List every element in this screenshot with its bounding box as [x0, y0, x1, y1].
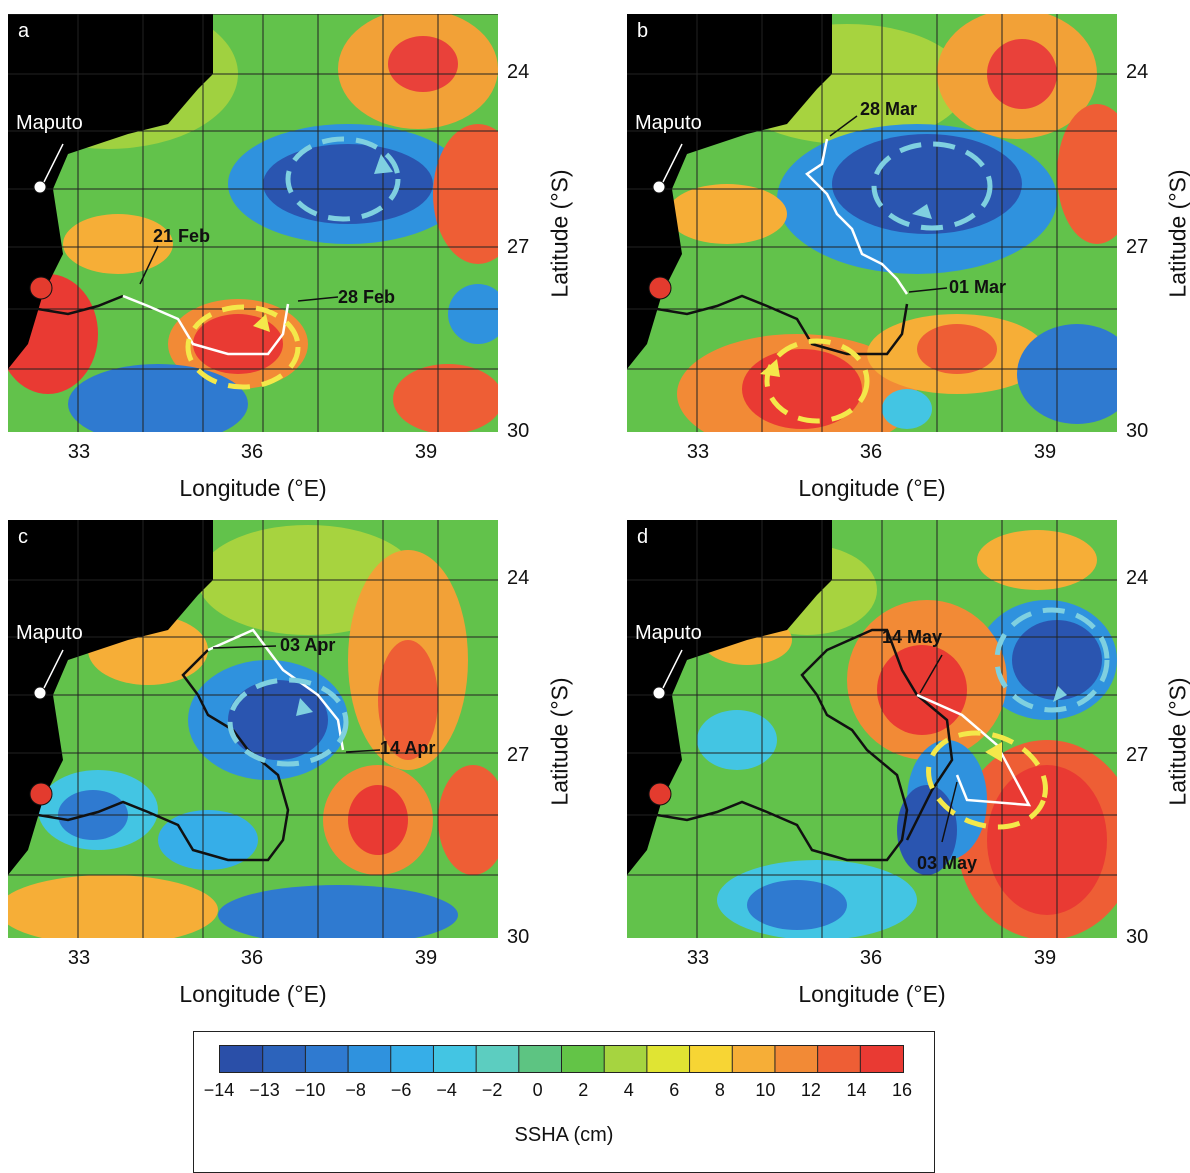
colorbar-tick: −8	[334, 1080, 378, 1101]
colorbar-tick: −10	[288, 1080, 332, 1101]
y-tick: 27	[507, 744, 529, 767]
colorbar-swatch	[647, 1046, 690, 1072]
colorbar-swatch	[348, 1046, 391, 1072]
y-axis-label: Latitude (°S)	[1165, 114, 1190, 354]
colorbar-tick: 12	[789, 1080, 833, 1101]
colorbar-swatch	[562, 1046, 605, 1072]
colorbar-swatch	[818, 1046, 861, 1072]
y-axis-label: Latitude (°S)	[1165, 622, 1190, 862]
x-axis-label: Longitude (°E)	[103, 981, 403, 1008]
y-tick: 24	[1126, 567, 1148, 590]
colorbar-tick: 2	[561, 1080, 605, 1101]
colorbar-tick: −2	[470, 1080, 514, 1101]
map-panel-a: a Maputo 21 Feb 28 Feb	[8, 14, 498, 432]
date-label: 28 Feb	[338, 287, 395, 308]
x-tick: 39	[396, 947, 456, 970]
x-tick: 33	[668, 441, 728, 464]
y-axis-label: Latitude (°S)	[547, 114, 574, 354]
ssha-map-a	[8, 14, 498, 432]
y-tick: 30	[1126, 420, 1148, 443]
colorbar-swatch	[604, 1046, 647, 1072]
colorbar-swatch	[391, 1046, 434, 1072]
y-tick: 27	[1126, 236, 1148, 259]
colorbar	[219, 1045, 904, 1073]
panel-label: b	[637, 20, 648, 43]
map-panel-b: b Maputo 28 Mar 01 Mar	[627, 14, 1117, 432]
y-tick: 24	[507, 567, 529, 590]
colorbar-swatch	[775, 1046, 818, 1072]
colorbar-tick: −13	[243, 1080, 287, 1101]
date-label: 03 May	[917, 853, 977, 874]
date-label: 03 Apr	[280, 635, 335, 656]
map-panel-d: d Maputo 14 May 03 May	[627, 520, 1117, 938]
colorbar-tick: 16	[880, 1080, 924, 1101]
x-tick: 39	[396, 441, 456, 464]
panel-label: d	[637, 526, 648, 549]
colorbar-title: SSHA (cm)	[194, 1124, 934, 1147]
colorbar-tick: 6	[652, 1080, 696, 1101]
x-tick: 39	[1015, 441, 1075, 464]
colorbar-tick: 10	[743, 1080, 787, 1101]
x-axis-label: Longitude (°E)	[722, 475, 1022, 502]
x-tick: 33	[668, 947, 728, 970]
ssha-map-b	[627, 14, 1117, 432]
colorbar-swatch	[220, 1046, 263, 1072]
colorbar-tick: 4	[607, 1080, 651, 1101]
ssha-map-c	[8, 520, 498, 938]
panel-label: a	[18, 20, 29, 43]
x-tick: 33	[49, 441, 109, 464]
y-tick: 27	[507, 236, 529, 259]
date-label: 28 Mar	[860, 99, 917, 120]
x-tick: 36	[841, 441, 901, 464]
colorbar-tick: 0	[516, 1080, 560, 1101]
x-tick: 39	[1015, 947, 1075, 970]
x-axis-label: Longitude (°E)	[722, 981, 1022, 1008]
colorbar-swatch	[263, 1046, 306, 1072]
y-tick: 27	[1126, 744, 1148, 767]
x-axis-label: Longitude (°E)	[103, 475, 403, 502]
maputo-label: Maputo	[16, 112, 83, 135]
colorbar-swatch	[433, 1046, 476, 1072]
y-tick: 30	[507, 926, 529, 949]
map-panel-c: c Maputo 03 Apr 14 Apr	[8, 520, 498, 938]
colorbar-swatch	[305, 1046, 348, 1072]
ssha-map-d	[627, 520, 1117, 938]
colorbar-swatch	[732, 1046, 775, 1072]
y-tick: 24	[507, 61, 529, 84]
x-tick: 33	[49, 947, 109, 970]
date-label: 01 Mar	[949, 277, 1006, 298]
maputo-label: Maputo	[16, 622, 83, 645]
colorbar-swatch	[519, 1046, 562, 1072]
y-tick: 30	[507, 420, 529, 443]
date-label: 14 Apr	[380, 738, 435, 759]
y-tick: 30	[1126, 926, 1148, 949]
colorbar-tick: −6	[379, 1080, 423, 1101]
maputo-label: Maputo	[635, 112, 702, 135]
x-tick: 36	[841, 947, 901, 970]
date-label: 21 Feb	[153, 226, 210, 247]
y-tick: 24	[1126, 61, 1148, 84]
colorbar-tick: 14	[835, 1080, 879, 1101]
colorbar-swatch	[476, 1046, 519, 1072]
colorbar-tick: −14	[197, 1080, 241, 1101]
maputo-label: Maputo	[635, 622, 702, 645]
x-tick: 36	[222, 441, 282, 464]
panel-label: c	[18, 526, 28, 549]
date-label: 14 May	[882, 627, 942, 648]
colorbar-swatch	[860, 1046, 903, 1072]
colorbar-swatch	[690, 1046, 733, 1072]
colorbar-tick: −4	[425, 1080, 469, 1101]
colorbar-tick: 8	[698, 1080, 742, 1101]
y-axis-label: Latitude (°S)	[547, 622, 574, 862]
x-tick: 36	[222, 947, 282, 970]
